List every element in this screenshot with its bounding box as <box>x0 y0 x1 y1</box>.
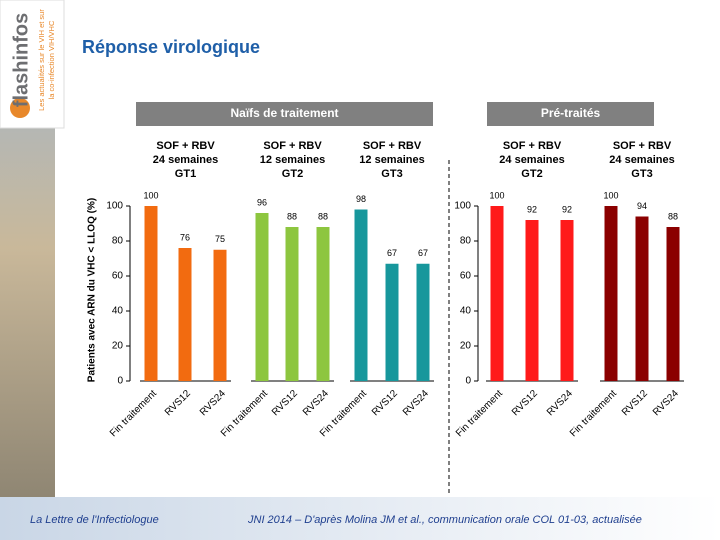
bar <box>213 249 227 381</box>
bar <box>144 206 158 381</box>
bar <box>604 206 618 381</box>
value-label: 92 <box>527 204 537 214</box>
bar <box>490 206 504 381</box>
value-label: 88 <box>318 211 328 221</box>
panel-title: Naïfs de traitement <box>230 106 338 120</box>
panel-title: Pré-traités <box>541 106 601 120</box>
bar <box>416 263 430 381</box>
group-title: SOF + RBV <box>263 140 322 152</box>
value-label: 100 <box>603 190 618 200</box>
group-title: GT2 <box>521 168 542 180</box>
y-tick-label: 60 <box>460 271 472 282</box>
y-tick-label: 100 <box>106 201 123 212</box>
value-label: 76 <box>180 232 190 242</box>
group-title: 12 semaines <box>260 154 325 166</box>
footer-band <box>0 497 720 540</box>
y-tick-label: 20 <box>460 341 472 352</box>
value-label: 100 <box>143 190 158 200</box>
group-title: SOF + RBV <box>363 140 422 152</box>
y-tick-label: 40 <box>460 306 472 317</box>
group-title: SOF + RBV <box>613 140 672 152</box>
group-title: GT3 <box>631 168 652 180</box>
bar <box>285 227 299 381</box>
group-title: SOF + RBV <box>503 140 562 152</box>
y-tick-label: 60 <box>112 271 124 282</box>
group-title: GT3 <box>381 168 402 180</box>
footer-left: La Lettre de l'Infectiologue <box>30 514 159 526</box>
y-tick-label: 80 <box>460 236 472 247</box>
footer-right: JNI 2014 – D'après Molina JM et al., com… <box>247 514 642 526</box>
y-tick-label: 80 <box>112 236 124 247</box>
bar <box>316 227 330 381</box>
value-label: 67 <box>387 248 397 258</box>
value-label: 75 <box>215 234 225 244</box>
logo-tagline: la co-infection VIH/VHC <box>47 20 56 99</box>
y-tick-label: 0 <box>465 376 471 387</box>
panel-header <box>136 102 433 126</box>
panel-header <box>487 102 654 126</box>
group-title: SOF + RBV <box>156 140 215 152</box>
bar <box>525 220 539 381</box>
group-title: 12 semaines <box>359 154 424 166</box>
bar <box>255 213 269 381</box>
bar <box>178 248 192 381</box>
y-tick-label: 20 <box>112 341 124 352</box>
bar <box>560 220 574 381</box>
value-label: 88 <box>668 211 678 221</box>
value-label: 98 <box>356 194 366 204</box>
group-title: GT1 <box>175 168 196 180</box>
slide-title: Réponse virologique <box>82 37 260 57</box>
logo-dot <box>10 98 30 118</box>
bar <box>385 263 399 381</box>
bar <box>666 227 680 381</box>
group-title: 24 semaines <box>499 154 564 166</box>
y-tick-label: 0 <box>117 376 123 387</box>
group-title: GT2 <box>282 168 303 180</box>
bar <box>635 216 649 381</box>
logo: flashinfos <box>10 13 32 107</box>
value-label: 96 <box>257 197 267 207</box>
value-label: 88 <box>287 211 297 221</box>
value-label: 100 <box>489 190 504 200</box>
y-tick-label: 100 <box>454 201 471 212</box>
bar <box>354 209 368 381</box>
y-axis-label: Patients avec ARN du VHC < LLOQ (%) <box>87 198 98 382</box>
group-title: 24 semaines <box>153 154 218 166</box>
group-title: 24 semaines <box>609 154 674 166</box>
value-label: 67 <box>418 248 428 258</box>
value-label: 92 <box>562 204 572 214</box>
value-label: 94 <box>637 201 647 211</box>
logo-tagline: Les actualités sur le VIH et sur <box>37 9 46 111</box>
y-tick-label: 40 <box>112 306 124 317</box>
